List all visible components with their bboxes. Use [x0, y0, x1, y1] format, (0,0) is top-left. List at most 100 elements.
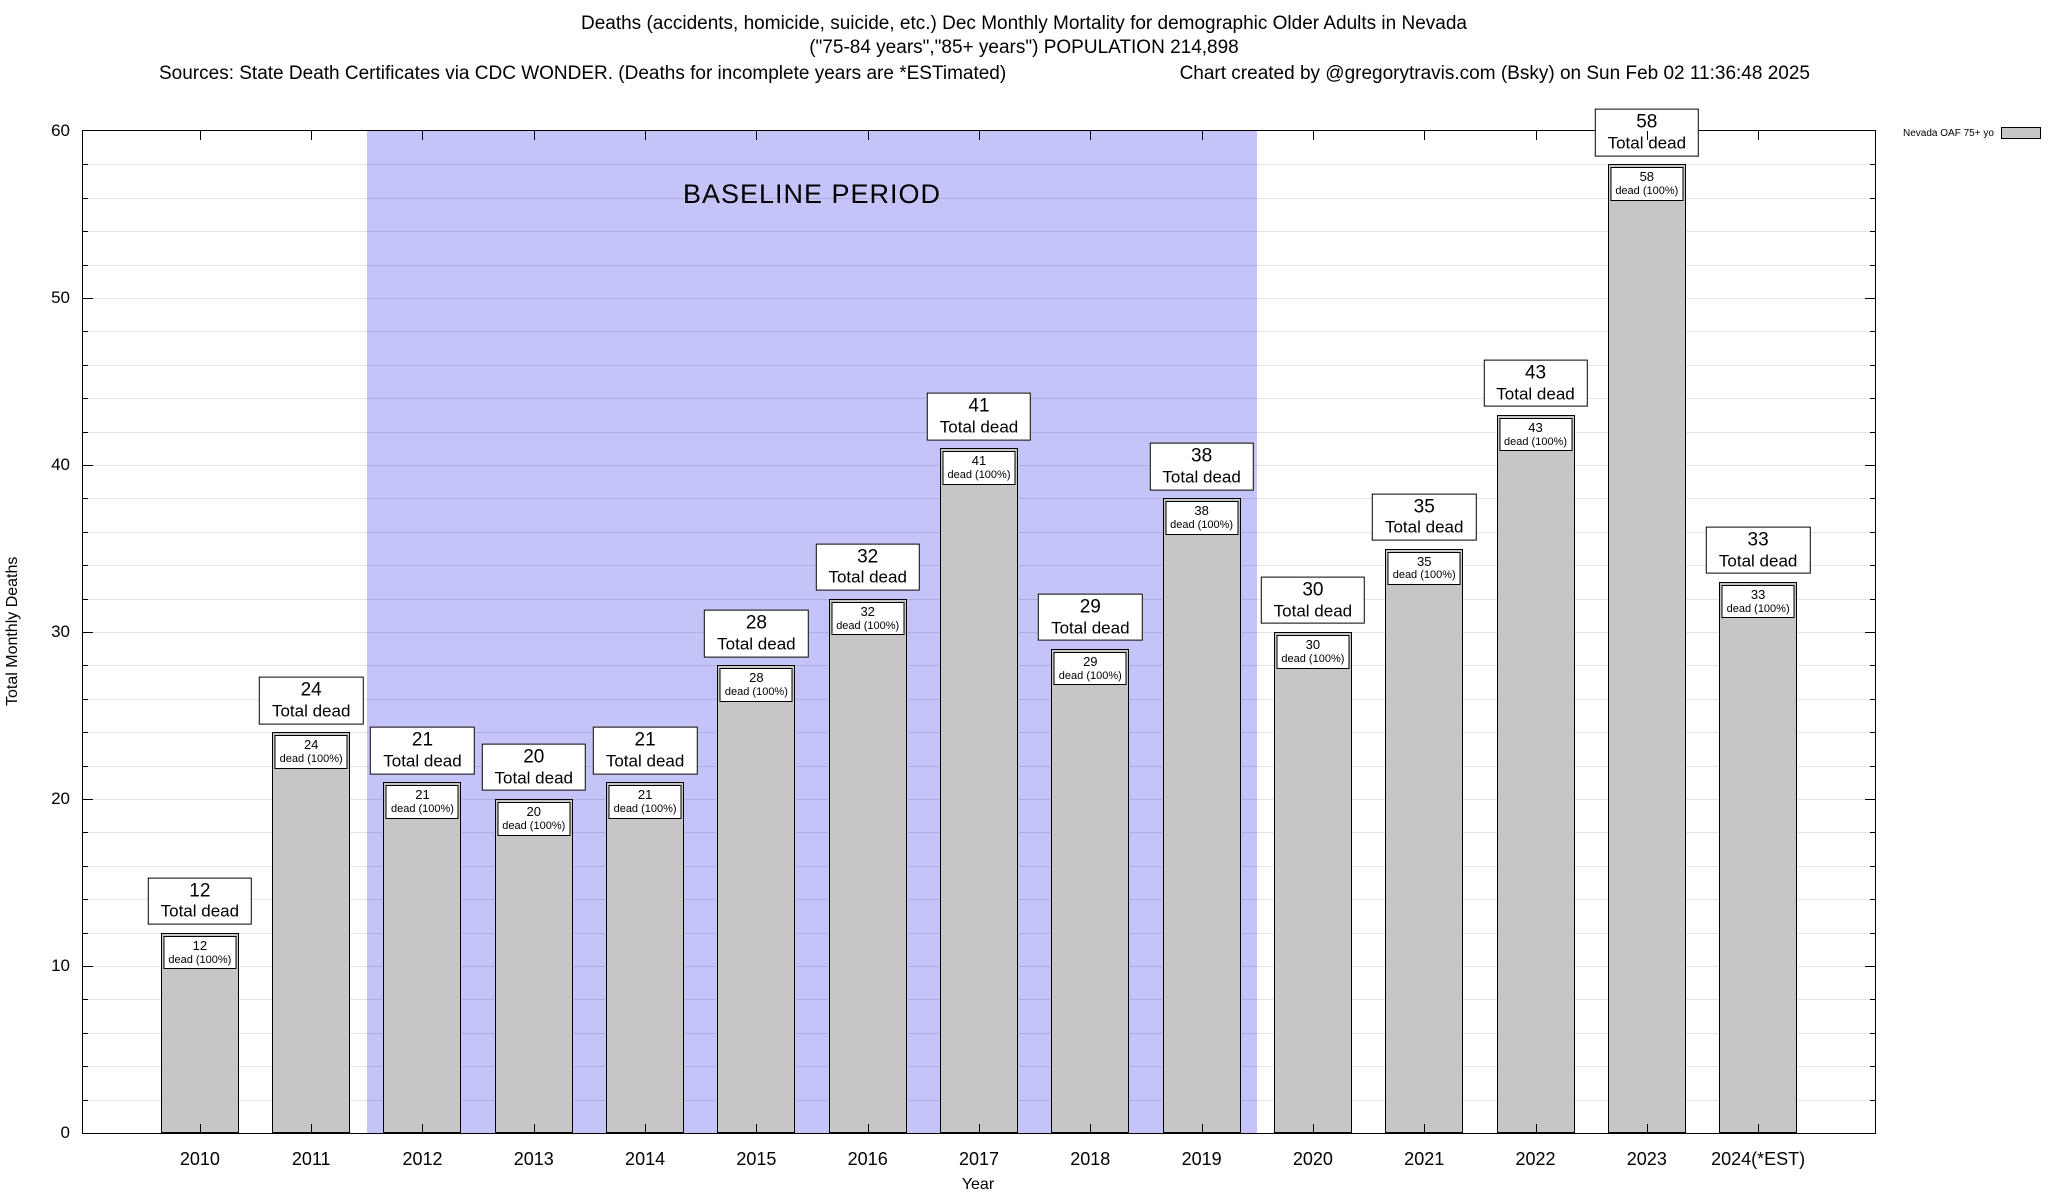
tick-mark — [83, 1066, 88, 1068]
tick-mark — [1312, 131, 1314, 140]
bar-inner-value: 21 — [637, 787, 653, 803]
tick-mark — [1870, 1032, 1875, 1034]
tick-mark — [83, 197, 88, 199]
tick-mark — [1870, 598, 1875, 600]
legend-swatch — [2000, 127, 2041, 139]
tick-mark — [83, 398, 88, 400]
bar-total-value: 28 — [745, 613, 767, 634]
gridline — [83, 298, 1875, 299]
bar-inner-label: 41 dead (100%) — [942, 451, 1016, 485]
bar-total-suffix: Total dead — [717, 634, 796, 654]
legend-label: Nevada OAF 75+ yo — [1903, 127, 1994, 139]
tick-mark — [979, 131, 980, 140]
tick-mark — [83, 932, 88, 934]
tick-mark — [83, 799, 93, 800]
bar-inner-suffix: dead (100%) — [836, 619, 900, 632]
tick-mark — [311, 1124, 313, 1133]
tick-mark — [1870, 865, 1875, 867]
tick-mark — [1870, 1066, 1875, 1068]
bar-inner-label: 21 dead (100%) — [608, 785, 682, 819]
bar-total-suffix: Total dead — [1162, 467, 1241, 487]
tick-mark — [1870, 164, 1875, 166]
bar-total-label: 21 Total dead — [592, 726, 698, 775]
plot-area: BASELINE PERIOD 12 dead (100%) 12 Total dea… — [51, 109, 2041, 1169]
tick-mark — [756, 1124, 758, 1133]
bar-inner-suffix: dead (100%) — [390, 803, 454, 816]
bar-inner-label: 29 dead (100%) — [1053, 651, 1127, 686]
x-tick-label: 2021 — [1404, 1149, 1445, 1169]
bar-total-suffix: Total dead — [271, 701, 351, 721]
tick-mark — [1870, 899, 1875, 901]
gridline — [83, 197, 1875, 199]
tick-mark — [1312, 1124, 1314, 1133]
legend: Nevada OAF 75+ yo — [1903, 127, 2041, 139]
bar-total-value: 30 — [1302, 579, 1324, 601]
tick-mark — [83, 331, 88, 333]
x-tick-label: 2019 — [1181, 1149, 1222, 1169]
bar-inner-value: 21 — [415, 787, 430, 803]
tick-mark — [1865, 966, 1875, 967]
bar-total-value: 12 — [189, 880, 211, 902]
bar-inner-label: 30 dead (100%) — [1276, 635, 1350, 669]
tick-mark — [83, 698, 88, 700]
bar-inner-suffix: dead (100%) — [1615, 185, 1679, 198]
bar — [494, 799, 573, 1133]
tick-mark — [1870, 1099, 1875, 1101]
x-tick-label: 2012 — [402, 1149, 443, 1169]
tick-mark — [1865, 632, 1875, 633]
bar — [1273, 632, 1352, 1133]
bar-inner-value: 43 — [1528, 419, 1543, 435]
y-tick-label: 40 — [51, 455, 70, 474]
x-axis-title: Year — [961, 1176, 995, 1193]
tick-mark — [867, 131, 869, 140]
chart-title: Deaths (accidents, homicide, suicide, et… — [580, 13, 1467, 34]
tick-mark — [1870, 531, 1875, 533]
chart-sources: Sources: State Death Certificates via CD… — [159, 63, 1007, 84]
tick-mark — [83, 899, 88, 901]
bar-total-label: 58 Total dead — [1594, 109, 1700, 157]
tick-mark — [83, 1032, 88, 1034]
bar-inner-label: 35 dead (100%) — [1387, 551, 1461, 586]
bar — [1385, 548, 1464, 1133]
tick-mark — [1870, 197, 1875, 199]
gridline — [83, 364, 1875, 366]
tick-mark — [83, 765, 88, 767]
bar-inner-label: 32 dead (100%) — [831, 601, 905, 636]
bar-total-label: 32 Total dead — [815, 543, 920, 591]
tick-mark — [199, 1124, 201, 1133]
bar-inner-label: 20 dead (100%) — [497, 802, 571, 836]
bar-total-suffix: Total dead — [1718, 551, 1798, 571]
tick-mark — [1870, 665, 1875, 667]
bar-inner-label: 12 dead (100%) — [163, 935, 237, 970]
bar — [1719, 581, 1798, 1133]
tick-mark — [1870, 932, 1875, 934]
tick-mark — [1870, 364, 1875, 366]
bar-inner-suffix: dead (100%) — [947, 469, 1011, 482]
tick-mark — [756, 131, 758, 140]
y-tick-label: 0 — [60, 1123, 70, 1142]
bar-inner-value: 12 — [192, 937, 208, 953]
bar-inner-value: 24 — [303, 737, 319, 753]
bar-total-value: 32 — [857, 546, 879, 568]
tick-mark — [83, 164, 88, 166]
tick-mark — [83, 1099, 88, 1101]
x-tick-label: 2022 — [1515, 1149, 1556, 1169]
tick-mark — [1870, 999, 1875, 1001]
bar — [606, 782, 685, 1133]
bar-inner-label: 21 dead (100%) — [385, 785, 459, 819]
tick-mark — [1201, 1124, 1203, 1133]
x-tick-label: 2011 — [291, 1149, 331, 1169]
bar-total-label: 29 Total dead — [1038, 593, 1143, 641]
x-tick-label: 2010 — [179, 1149, 220, 1169]
tick-mark — [1870, 498, 1875, 500]
chart-header: Deaths (accidents, homicide, suicide, et… — [0, 12, 2048, 86]
bar-total-suffix: Total dead — [1051, 618, 1130, 638]
bar-total-label: 41 Total dead — [926, 392, 1032, 441]
bar-inner-suffix: dead (100%) — [168, 953, 232, 966]
bar-inner-suffix: dead (100%) — [613, 803, 677, 816]
bar-inner-label: 33 dead (100%) — [1721, 584, 1795, 619]
x-tick-label: 2015 — [736, 1149, 777, 1169]
bar-inner-suffix: dead (100%) — [1170, 519, 1234, 532]
bar-inner-suffix: dead (100%) — [1281, 652, 1345, 665]
